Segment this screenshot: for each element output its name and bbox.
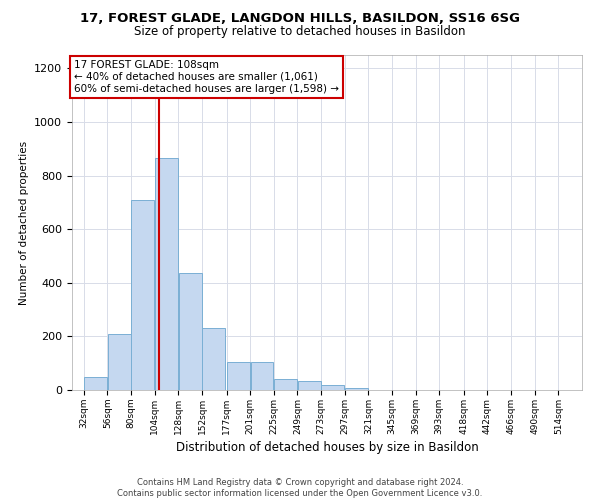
Y-axis label: Number of detached properties: Number of detached properties: [19, 140, 29, 304]
Bar: [251, 362, 274, 390]
Text: 17 FOREST GLADE: 108sqm
← 40% of detached houses are smaller (1,061)
60% of semi: 17 FOREST GLADE: 108sqm ← 40% of detache…: [74, 60, 339, 94]
Bar: [345, 388, 368, 390]
Bar: [202, 328, 225, 390]
Bar: [108, 334, 131, 390]
Bar: [131, 200, 154, 390]
Bar: [274, 378, 297, 390]
Text: Size of property relative to detached houses in Basildon: Size of property relative to detached ho…: [134, 25, 466, 38]
Bar: [155, 158, 178, 390]
Bar: [322, 385, 344, 390]
Bar: [84, 377, 107, 390]
Bar: [298, 380, 320, 390]
Text: Contains HM Land Registry data © Crown copyright and database right 2024.
Contai: Contains HM Land Registry data © Crown c…: [118, 478, 482, 498]
Text: 17, FOREST GLADE, LANGDON HILLS, BASILDON, SS16 6SG: 17, FOREST GLADE, LANGDON HILLS, BASILDO…: [80, 12, 520, 26]
Bar: [227, 362, 250, 390]
X-axis label: Distribution of detached houses by size in Basildon: Distribution of detached houses by size …: [176, 441, 478, 454]
Bar: [179, 274, 202, 390]
